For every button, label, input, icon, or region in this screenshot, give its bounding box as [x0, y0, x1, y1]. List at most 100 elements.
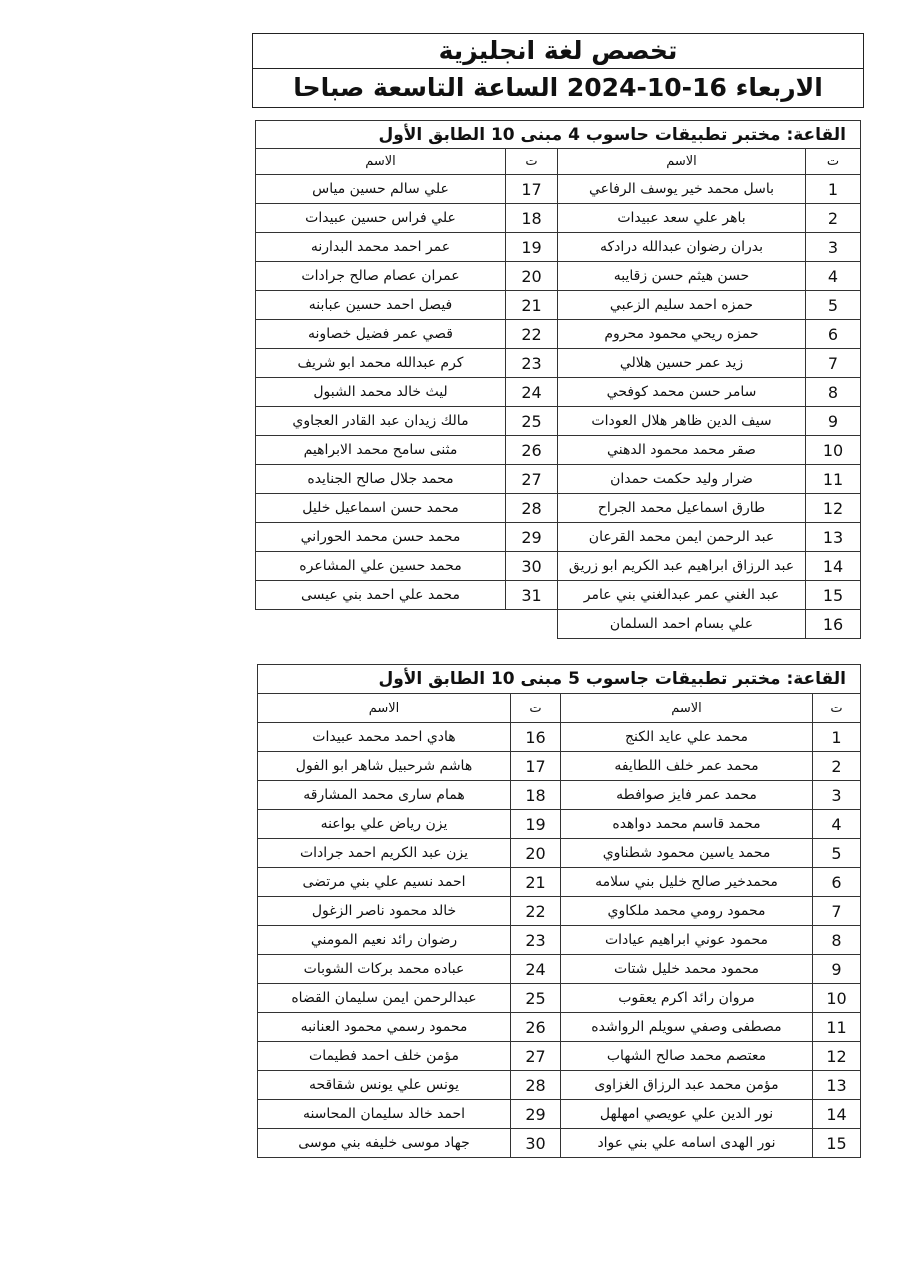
table-row: 10 مروان رائد اكرم يعقوب 25 عبدالرحمن ايمن … — [257, 983, 861, 1013]
row-number: 28 — [510, 1070, 561, 1100]
row-number: 25 — [505, 406, 558, 436]
row-number: 14 — [812, 1099, 861, 1129]
table-row: 12 معتصم محمد صالح الشهاب 27 مؤمن خلف احمد … — [257, 1041, 861, 1071]
table-row: 6 محمدخير صالح خليل بني سلامه 21 احمد نسيم … — [257, 867, 861, 897]
empty-cell — [255, 609, 558, 639]
student-name: علي فراس حسين عبيدات — [255, 203, 506, 233]
row-number: 8 — [805, 377, 861, 407]
student-name: محمد علي عايد الكنج — [560, 722, 813, 752]
table-row: 14 نور الدين علي عويصي امهلهل 29 احمد خالد … — [257, 1099, 861, 1129]
row-number: 7 — [812, 896, 861, 926]
table-row: 15 نور الهدى اسامه علي بني عواد 30 جهاد موس… — [257, 1128, 861, 1158]
row-number: 12 — [812, 1041, 861, 1071]
student-name: يزن عبد الكريم احمد جرادات — [257, 838, 511, 868]
table-row: 3 بدران رضوان عبدالله درادكه 19 عمر احمد مح… — [255, 232, 861, 262]
row-number: 18 — [510, 780, 561, 810]
student-name: محمد حسين علي المشاعره — [255, 551, 506, 581]
header-row: ت الاسم ت الاسم — [255, 148, 861, 175]
table-row: 1 محمد علي عايد الكنج 16 هادي احمد محمد عبي… — [257, 722, 861, 752]
student-name: عمران عصام صالح جرادات — [255, 261, 506, 291]
student-name: محمود رسمي محمود العنانبه — [257, 1012, 511, 1042]
row-number: 10 — [812, 983, 861, 1013]
student-name: علي سالم حسين مياس — [255, 174, 506, 204]
row-number: 6 — [812, 867, 861, 897]
table-row: 7 محمود رومي محمد ملكاوي 22 خالد محمود ناصر… — [257, 896, 861, 926]
header-row: ت الاسم ت الاسم — [257, 693, 861, 723]
student-name: محمد حسن محمد الحوراني — [255, 522, 506, 552]
student-name: محمد علي احمد بني عيسى — [255, 580, 506, 610]
row-number: 3 — [805, 232, 861, 262]
student-name: يونس علي يونس شقاقحه — [257, 1070, 511, 1100]
row-number: 13 — [812, 1070, 861, 1100]
row-number: 20 — [505, 261, 558, 291]
row-number: 13 — [805, 522, 861, 552]
room-row: القاعة: مختبر تطبيقات جاسوب 5 مبنى 10 ال… — [257, 664, 861, 694]
student-name: نور الهدى اسامه علي بني عواد — [560, 1128, 813, 1158]
student-name: مؤمن خلف احمد فطيمات — [257, 1041, 511, 1071]
student-name: احمد خالد سليمان المحاسنه — [257, 1099, 511, 1129]
table-row: 5 حمزه احمد سليم الزعبي 21 فيصل احمد حسين ع… — [255, 290, 861, 320]
table-row: 16 علي بسام احمد السلمان — [255, 609, 861, 639]
student-name: عباده محمد بركات الشوبات — [257, 954, 511, 984]
table-row: 13 مؤمن محمد عبد الرزاق الغزاوى 28 يونس علي… — [257, 1070, 861, 1100]
row-number: 2 — [812, 751, 861, 781]
column-header-name: الاسم — [255, 148, 506, 175]
student-name: هادي احمد محمد عبيدات — [257, 722, 511, 752]
row-number: 21 — [505, 290, 558, 320]
row-number: 31 — [505, 580, 558, 610]
row-number: 12 — [805, 493, 861, 523]
student-name: بدران رضوان عبدالله درادكه — [557, 232, 806, 262]
row-number: 16 — [510, 722, 561, 752]
row-number: 1 — [812, 722, 861, 752]
student-name: محمدخير صالح خليل بني سلامه — [560, 867, 813, 897]
student-name: عبد الرحمن ايمن محمد القرعان — [557, 522, 806, 552]
row-number: 20 — [510, 838, 561, 868]
student-name: محمود عوني ابراهيم عيادات — [560, 925, 813, 955]
table-row: 5 محمد ياسين محمود شطناوي 20 يزن عبد الكريم… — [257, 838, 861, 868]
row-number: 18 — [505, 203, 558, 233]
column-header-num: ت — [510, 693, 561, 723]
student-name: طارق اسماعيل محمد الجراح — [557, 493, 806, 523]
row-number: 26 — [510, 1012, 561, 1042]
student-name: ضرار وليد حكمت حمدان — [557, 464, 806, 494]
student-name: عمر احمد محمد البدارنه — [255, 232, 506, 262]
table-row: 9 سيف الدين ظاهر هلال العودات 25 مالك زيدان… — [255, 406, 861, 436]
student-name: نور الدين علي عويصي امهلهل — [560, 1099, 813, 1129]
student-name: همام سارى محمد المشارقه — [257, 780, 511, 810]
table-row: 1 باسل محمد خير يوسف الرفاعي 17 علي سالم حس… — [255, 174, 861, 204]
student-name: محمد ياسين محمود شطناوي — [560, 838, 813, 868]
student-name: باهر علي سعد عبيدات — [557, 203, 806, 233]
student-name: جهاد موسى خليفه بني موسى — [257, 1128, 511, 1158]
student-name: محمد عمر فايز صوافطه — [560, 780, 813, 810]
student-name: علي بسام احمد السلمان — [557, 609, 806, 639]
row-number: 4 — [812, 809, 861, 839]
table-row: 11 ضرار وليد حكمت حمدان 27 محمد جلال صالح ا… — [255, 464, 861, 494]
row-number: 14 — [805, 551, 861, 581]
table-row: 14 عبد الرزاق ابراهيم عبد الكريم ابو زريق… — [255, 551, 861, 581]
row-number: 27 — [510, 1041, 561, 1071]
student-name: قصي عمر فضيل خصاونه — [255, 319, 506, 349]
table-row: 11 مصطفى وصفي سويلم الرواشده 26 محمود رسمي … — [257, 1012, 861, 1042]
student-name: محمود محمد خليل شتات — [560, 954, 813, 984]
row-number: 24 — [505, 377, 558, 407]
row-number: 23 — [510, 925, 561, 955]
row-number: 8 — [812, 925, 861, 955]
column-header-num: ت — [505, 148, 558, 175]
student-name: حمزه احمد سليم الزعبي — [557, 290, 806, 320]
student-name: محمود رومي محمد ملكاوي — [560, 896, 813, 926]
row-number: 5 — [805, 290, 861, 320]
row-number: 26 — [505, 435, 558, 465]
row-number: 25 — [510, 983, 561, 1013]
student-name: عبد الغني عمر عبدالغني بني عامر — [557, 580, 806, 610]
student-name: معتصم محمد صالح الشهاب — [560, 1041, 813, 1071]
row-number: 16 — [805, 609, 861, 639]
title-box: تخصص لغة انجليزية الاربعاء 16-10-2024 ال… — [252, 33, 864, 108]
row-number: 17 — [510, 751, 561, 781]
table-row: 13 عبد الرحمن ايمن محمد القرعان 29 محمد حسن… — [255, 522, 861, 552]
table-row: 8 محمود عوني ابراهيم عيادات 23 رضوان رائد ن… — [257, 925, 861, 955]
student-name: هاشم شرحبيل شاهر ابو الفول — [257, 751, 511, 781]
student-name: مؤمن محمد عبد الرزاق الغزاوى — [560, 1070, 813, 1100]
student-name: محمد جلال صالح الجنايده — [255, 464, 506, 494]
exam-datetime: الاربعاء 16-10-2024 الساعة التاسعة صباحا — [293, 73, 823, 102]
row-number: 7 — [805, 348, 861, 378]
